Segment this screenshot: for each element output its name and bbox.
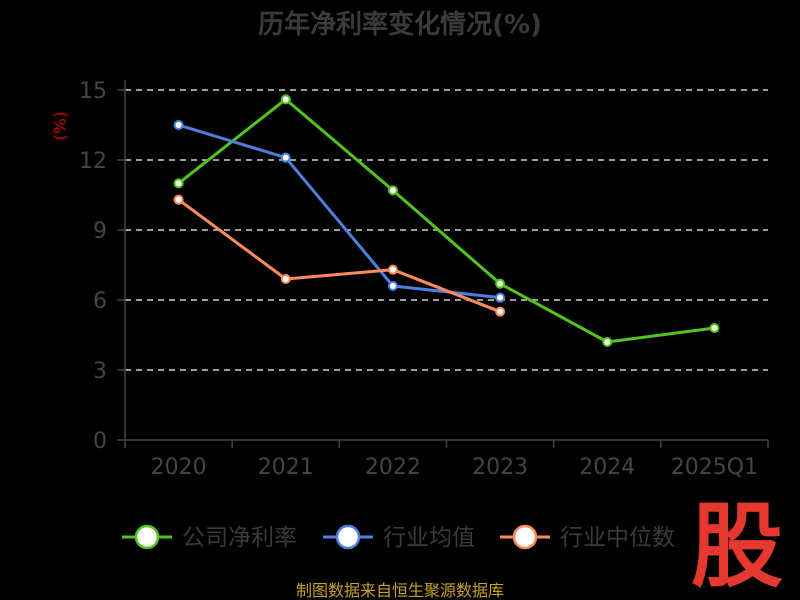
series-line-2 [177,198,501,314]
y-tick-label-6: 6 [93,289,107,314]
legend-label-2: 行业中位数 [560,525,675,551]
y-tick-label-0: 0 [93,429,107,454]
data-point-0-2025Q1 [709,323,720,333]
data-point-0-2021 [280,94,291,105]
series-line-0 [177,97,715,344]
data-point-2-2022 [387,264,398,275]
y-tick-label-9: 9 [93,219,107,244]
source-note: 制图数据来自恒生聚源数据库 [296,581,504,600]
data-point-1-2020 [173,120,184,130]
data-point-1-2023 [495,292,506,303]
data-point-1-2022 [387,281,398,291]
y-tick-label-3: 3 [93,359,107,384]
axes [117,80,769,448]
x-tick-labels: 2020 2021 2022 2023 2024 2025Q1 [151,455,758,480]
data-point-0-2022 [387,185,398,196]
grid-lines [125,89,768,371]
series-line-1 [178,123,501,300]
data-point-1-2021 [280,152,291,163]
data-point-0-2020 [173,178,184,189]
data-point-0-2024 [602,337,613,347]
legend-marker-2 [512,524,538,550]
data-point-2-2021 [280,274,291,284]
legend-label-1: 行业均值 [383,525,475,551]
legend-marker-0 [134,524,160,550]
x-tick-label-2023: 2023 [472,455,528,480]
x-tick-label-2020: 2020 [151,455,207,480]
brand-logo: 股 [691,493,783,600]
y-tick-label-12: 12 [79,149,107,174]
y-tick-label-15: 15 [79,79,107,104]
legend-marker-1 [335,524,361,550]
chart-title: 历年净利率变化情况(%) [258,9,542,40]
y-axis-label: (%) [51,111,71,140]
data-point-2-2020 [173,194,184,205]
y-tick-labels: 0 3 6 9 12 15 [79,79,107,454]
x-tick-label-2021: 2021 [258,455,314,480]
x-tick-label-2025Q1: 2025Q1 [671,455,758,480]
data-point-0-2023 [495,278,506,289]
legend: 公司净利率 行业均值 行业中位数 [122,524,675,551]
x-tick-label-2022: 2022 [365,455,421,480]
x-tick-label-2024: 2024 [579,455,635,480]
data-point-2-2023 [495,306,506,317]
series-lines [173,94,720,347]
legend-label-0: 公司净利率 [182,525,297,551]
